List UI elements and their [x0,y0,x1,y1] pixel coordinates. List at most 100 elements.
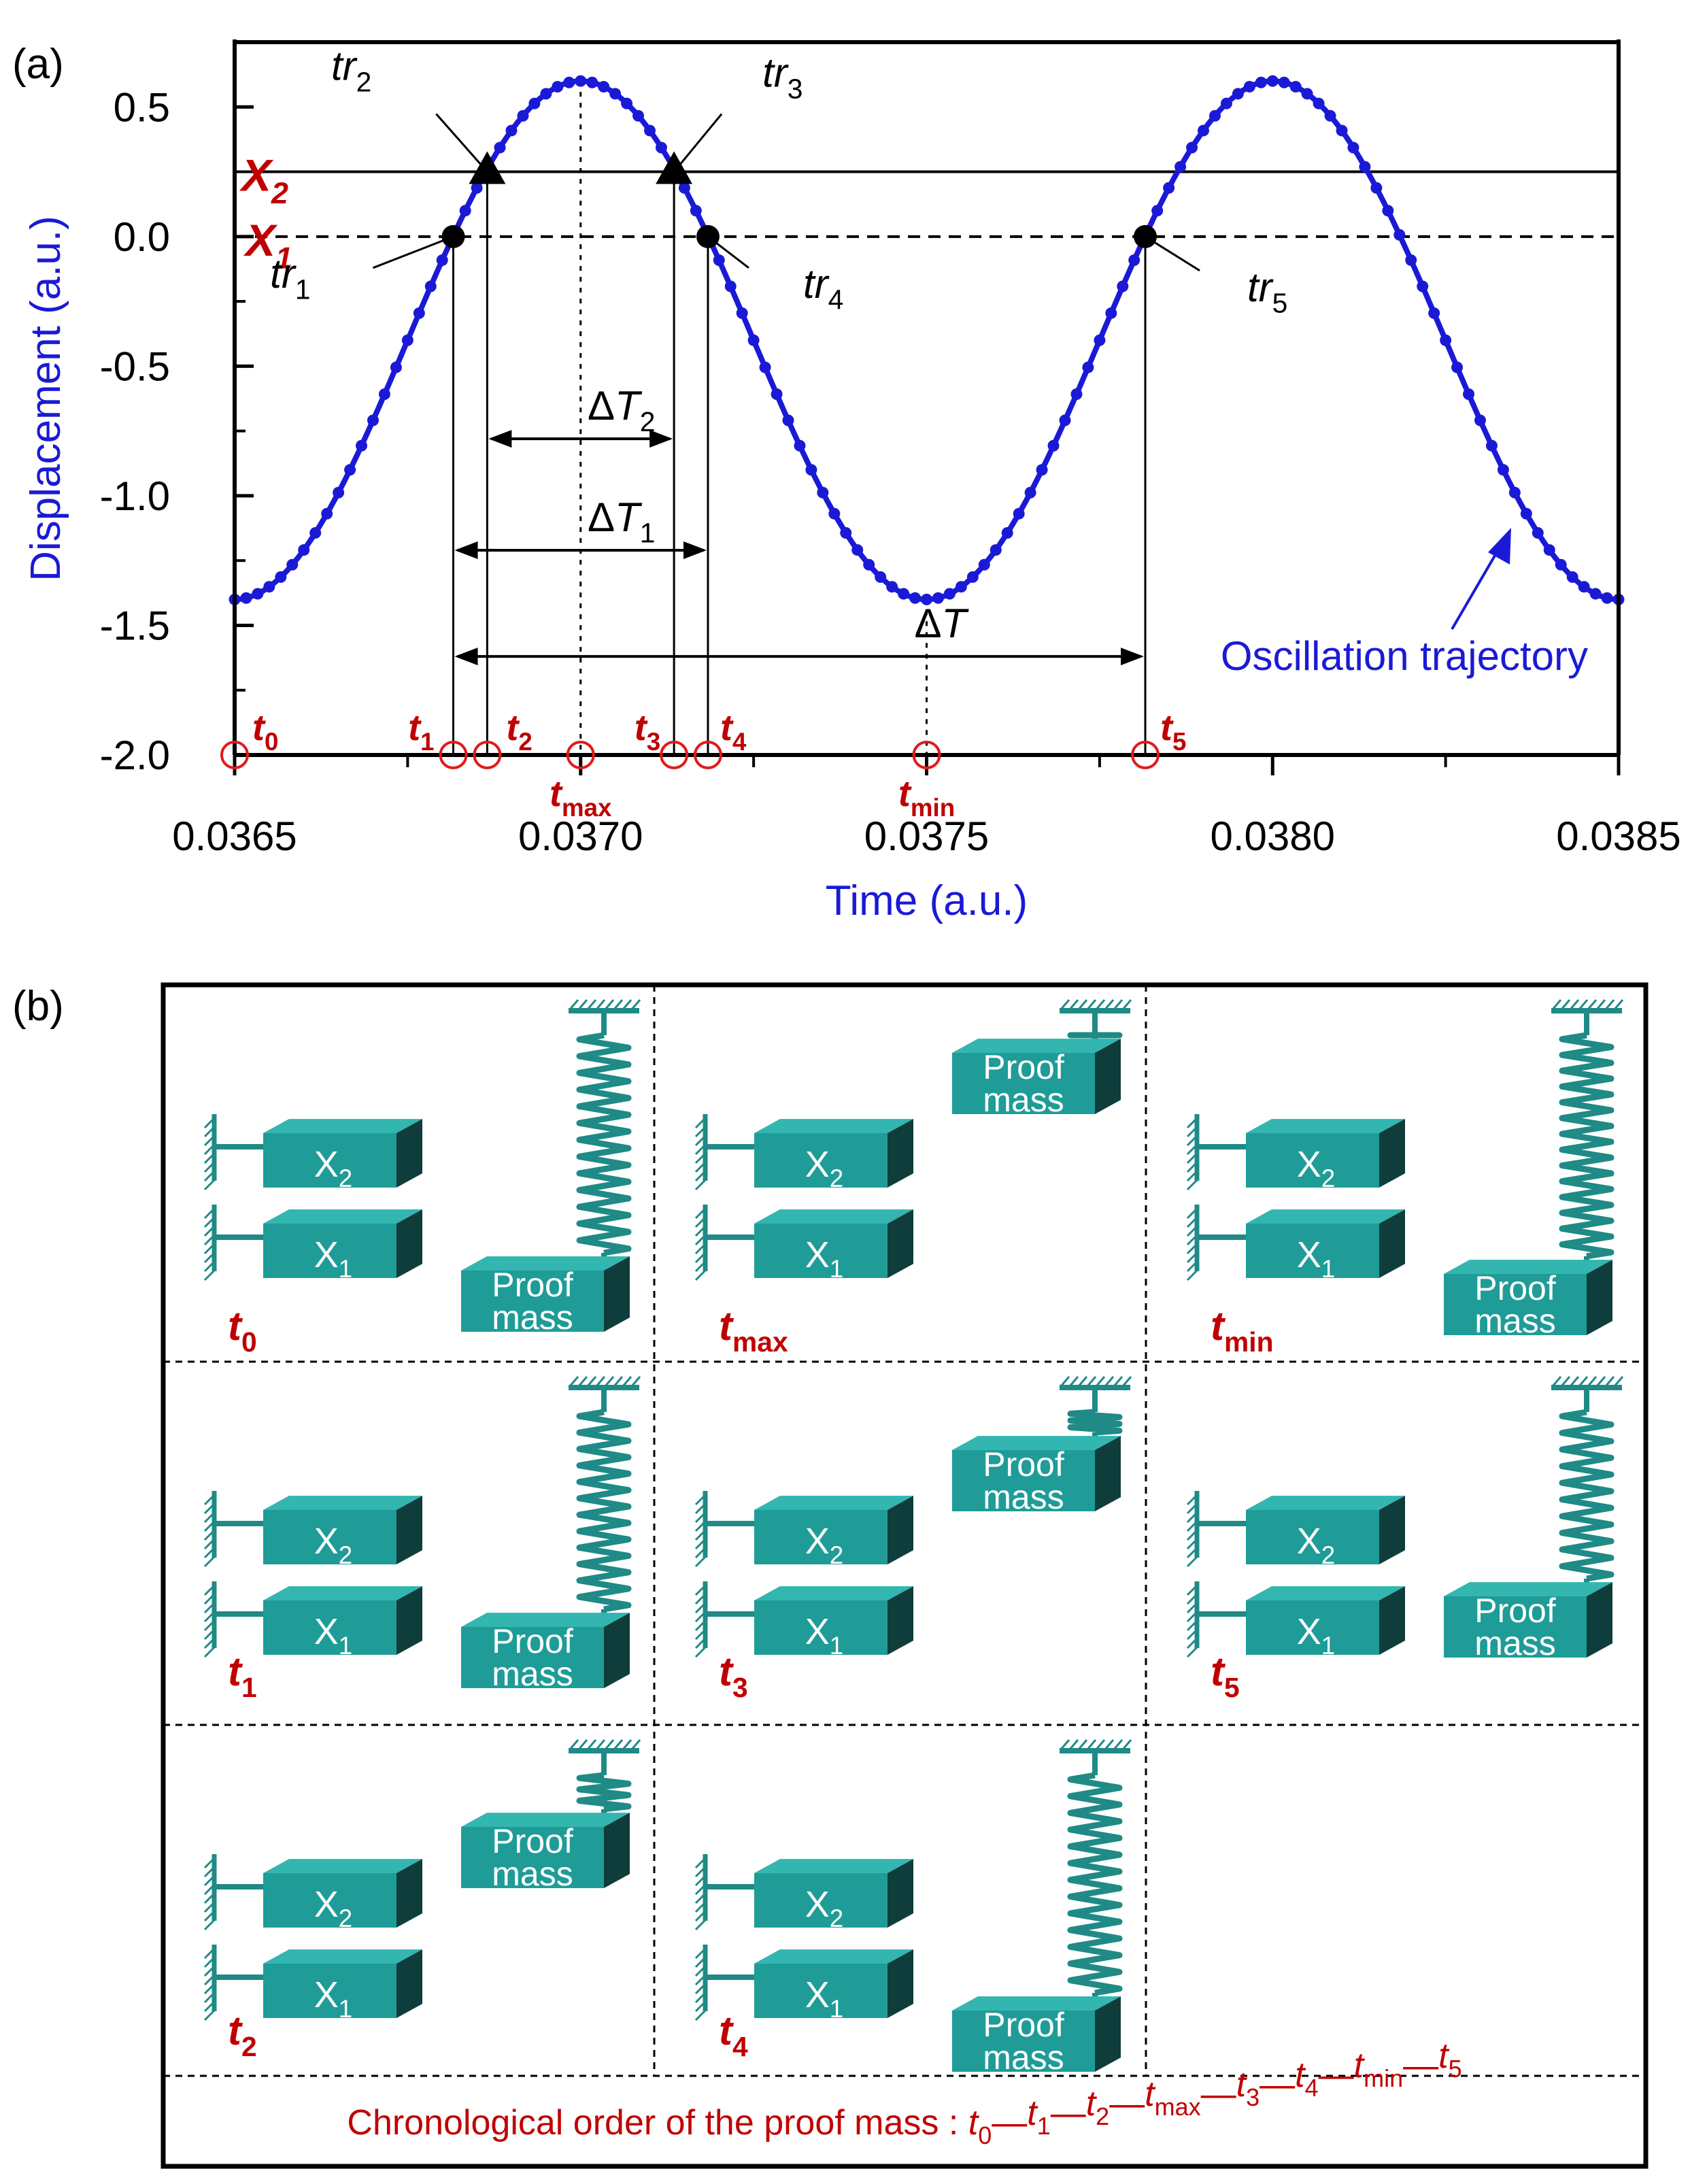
sensor-x2-label-main: X [805,1521,830,1562]
data-point [1451,361,1464,373]
sensor-x2-label-main: X [1297,1144,1321,1185]
proof-mass-block-side [1095,1039,1121,1114]
sensor-x2-label: X2 [1297,1521,1335,1569]
data-point [1036,464,1048,476]
sensor-x1-block-top [263,1586,422,1600]
data-point [713,254,725,266]
sensor-x2-wall-hatch [203,1866,216,1878]
sensor-x1-label-sub: 1 [1321,1632,1335,1660]
data-point [1209,110,1221,122]
sensor-x2-wall-hatch [694,1857,707,1869]
sensor-x1-block-front [263,1600,396,1655]
data-point [863,558,875,571]
sensor-x2-wall-hatch [203,1511,216,1524]
cell-label-t5-main: t [1211,1649,1226,1694]
sensor-x1-block-side [888,1586,913,1655]
time-label-t5-sub: 5 [1172,728,1186,756]
sensor-x2-wall-hatch [694,1910,707,1922]
data-point [275,571,287,583]
sensor-x1-wall-hatch [203,1243,216,1255]
sensor-x2-wall-hatch [1186,1529,1198,1541]
interval-arrow-left [454,541,478,559]
spring-ceiling-hatch [1613,999,1624,1010]
sensor-x2-block-front [263,1133,396,1188]
spring-coil [1559,1409,1615,1582]
sensor-x2-block-side [1379,1496,1405,1564]
sensor-x1-label: X1 [1297,1234,1335,1283]
sensor-x1-wall-hatch [694,1243,707,1255]
proof-mass-block-front [1444,1596,1587,1658]
spring-ceiling-hatch [1551,1376,1562,1387]
spring-coil [1067,1409,1123,1436]
sensor-x1-wall-hatch [694,1216,707,1228]
data-point [875,571,887,583]
y-tick-label: -2.0 [100,733,170,778]
panel-b-label: (b) [12,983,64,1030]
cell-label-tmax-main: t [719,1303,734,1349]
data-point [609,88,622,100]
data-point [1094,334,1106,346]
spring-ceiling-hatch [577,999,588,1010]
trigger-label-tr2-sub: 2 [356,66,372,97]
x-tick-label: 0.0380 [1210,813,1335,859]
sensor-x2-wall-hatch [1186,1556,1198,1568]
chronology-t: t [1295,2055,1306,2095]
time-label-t3: t3 [635,707,660,756]
spring-ceiling-hatch [586,1739,597,1750]
chronology-separator: — [1260,2065,1295,2104]
data-point [436,254,448,266]
sensor-x2-block-front [1246,1510,1379,1564]
sensor-x2-block-side [888,1119,913,1188]
sensor-x1-wall-hatch [1186,1243,1198,1255]
interval-arrow-right [683,541,707,559]
proof-mass-label-line1: Proof [983,1048,1064,1086]
chronology-t: t [1027,2094,1038,2133]
sensor-x2-block-top [1246,1496,1405,1510]
spring-ceiling-hatch [1077,1739,1088,1750]
sensor-x1-wall-hatch [1186,1269,1198,1281]
threshold-label-x2-main: X [239,150,274,201]
sensor-x2-label-main: X [314,1884,339,1925]
trigger-label-tr4-main: tr [803,261,830,307]
trigger-label-tr4-sub: 4 [828,284,844,316]
proof-mass-block-side [1095,1436,1121,1511]
data-point [1313,97,1325,110]
sensor-x1-wall-hatch [203,1646,216,1658]
spring-ceiling-hatch [1595,999,1606,1010]
data-point [724,280,737,292]
sensor-x1-wall-hatch [1186,1611,1198,1623]
chronology-sub: 1 [1037,2112,1051,2140]
sensor-x1-block-top [1246,1586,1405,1600]
proof-mass-block-side [1095,1996,1121,2072]
data-point [390,361,402,373]
spring-ceiling-hatch [1560,999,1571,1010]
data-point [1255,76,1267,88]
proof-mass-label-line2: mass [492,1655,573,1693]
spring-ceiling-hatch [613,1376,624,1387]
time-label-t4: t4 [720,707,747,756]
sensor-x2-wall-hatch [203,1901,216,1913]
data-point [575,75,587,87]
proof-mass-label-line1: Proof [983,2006,1064,2044]
sensor-x2-wall-hatch [1186,1520,1198,1532]
data-point [586,76,598,88]
sensor-x2-label: X2 [314,1884,352,1932]
sensor-x2-wall-hatch [1186,1494,1198,1506]
sensor-x2-wall-hatch [203,1135,216,1147]
sensor-x2-block-front [263,1873,396,1928]
cell-label-tmin-sub: min [1224,1326,1274,1358]
sensor-x2-wall-hatch [203,1170,216,1182]
cell-label-t3-sub: 3 [732,1672,748,1703]
trigger-marker-tr2 [469,151,506,184]
sensor-x1-label: X1 [314,1975,352,2023]
trigger-label-tr3: tr3 [762,50,802,105]
proof-mass-block-side [604,1613,630,1688]
y-axis-title: Displacement (a.u.) [22,216,69,582]
cell-label-t0-sub: 0 [241,1326,257,1358]
time-label-tmax-main: t [550,773,563,814]
sensor-x1-wall-hatch [694,1983,707,1995]
annotation-arrow-line [1451,546,1501,631]
chronology-prefix: Chronological order of the proof mass : [347,2103,968,2143]
data-point [966,571,979,583]
